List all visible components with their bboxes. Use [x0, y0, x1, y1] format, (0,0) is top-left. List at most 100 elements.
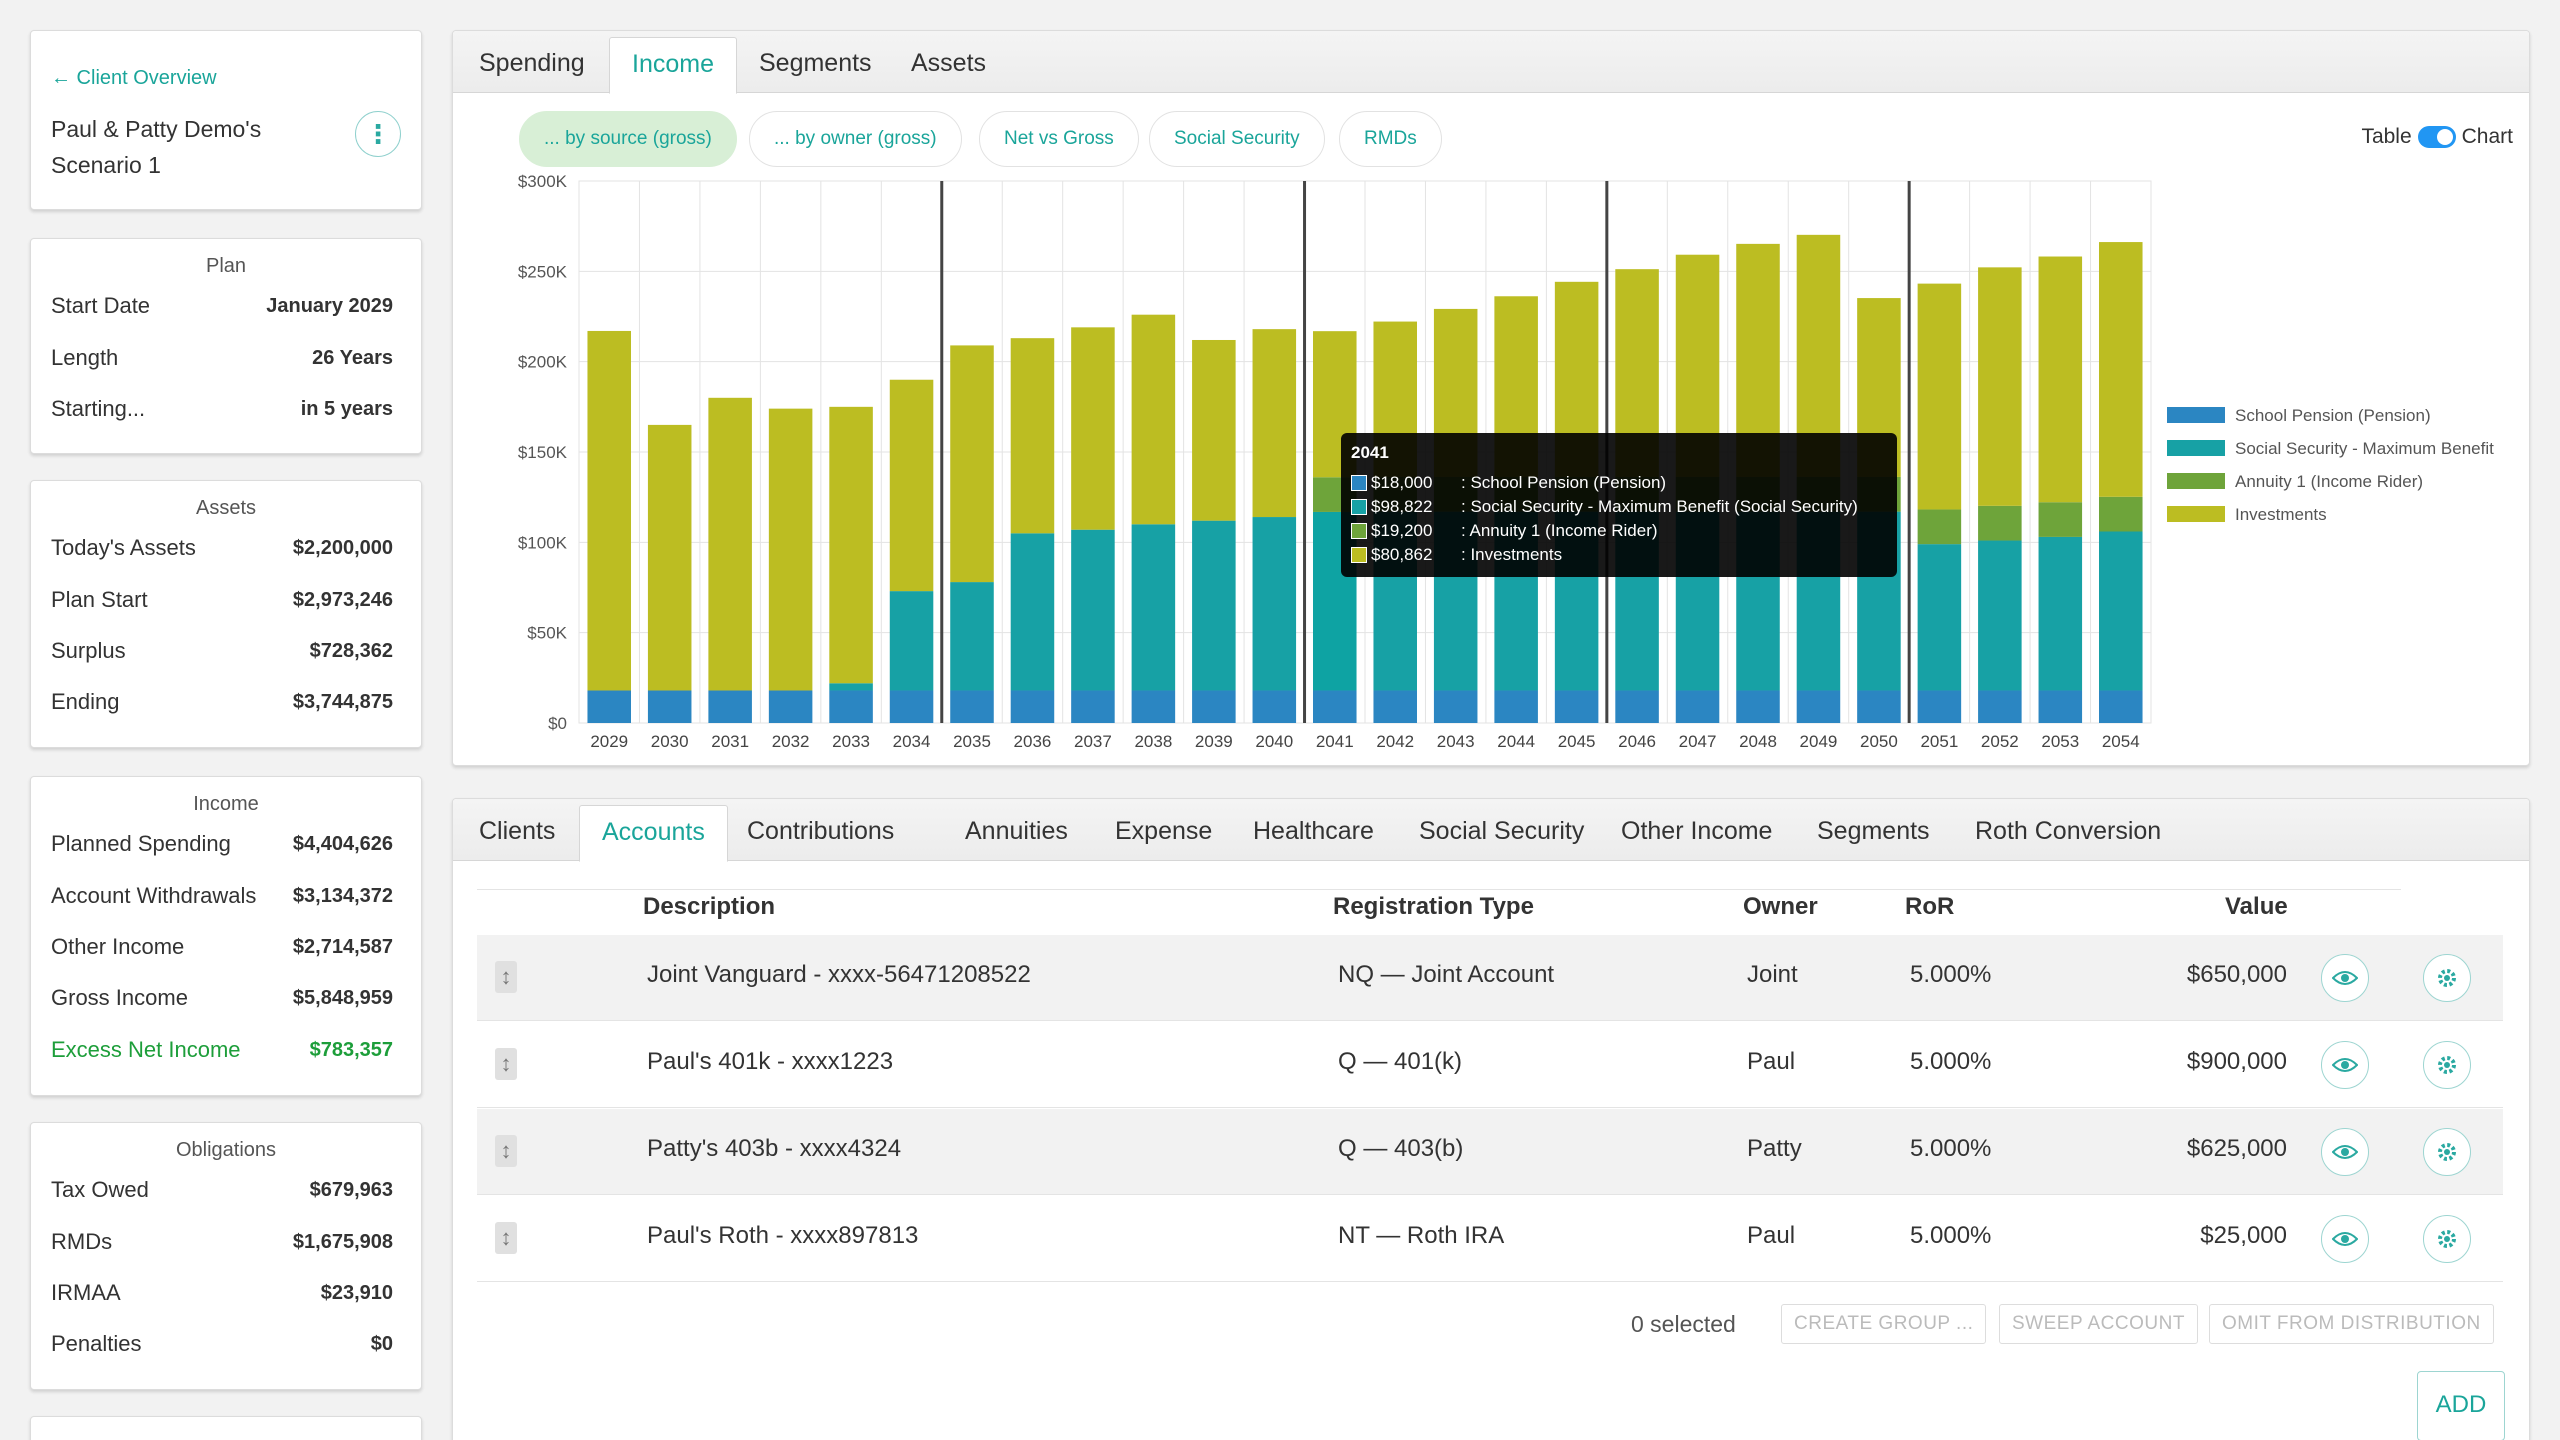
x-tick-label: 2049 — [1800, 732, 1838, 751]
stat-value: January 2029 — [266, 294, 393, 317]
col-description[interactable]: Description — [643, 893, 776, 920]
more-options-button[interactable]: ⋮ — [355, 111, 401, 157]
settings-gear-icon[interactable] — [2423, 1128, 2471, 1176]
col-ror[interactable]: RoR — [1905, 893, 1955, 920]
table-row[interactable]: ↕ Joint Vanguard - xxxx-56471208522 NQ —… — [477, 935, 2503, 1021]
col-value[interactable]: Value — [2225, 893, 2288, 920]
tab-social-security[interactable]: Social Security — [1419, 817, 1585, 845]
bar-segment — [950, 690, 994, 723]
tooltip-row: $98,822: Social Security - Maximum Benef… — [1351, 495, 1887, 519]
tab-spending[interactable]: Spending — [479, 49, 585, 77]
pill-net-vs-gross[interactable]: Net vs Gross — [979, 111, 1139, 167]
table-row[interactable]: ↕ Patty's 403b - xxxx4324 Q — 403(b) Pat… — [477, 1109, 2503, 1195]
income-chart: $0 $50K $100K $150K $200K $250K $300K 2029 2030 2… — [518, 172, 2494, 751]
client-overview-link[interactable]: ← Client Overview — [51, 67, 217, 89]
pill-by-owner[interactable]: ... by owner (gross) — [749, 111, 962, 167]
bar-segment — [708, 690, 752, 723]
table-row[interactable]: ↕ Paul's 401k - xxxx1223 Q — 401(k) Paul… — [477, 1022, 2503, 1108]
bar-segment — [1131, 524, 1176, 691]
col-owner[interactable]: Owner — [1743, 893, 1818, 920]
assets-row: Plan Start $2,973,246 — [51, 585, 393, 615]
tab-accounts[interactable]: Accounts — [579, 805, 728, 862]
table-row[interactable]: ↕ Paul's Roth - xxxx897813 NT — Roth IRA… — [477, 1196, 2503, 1282]
tab-annuities[interactable]: Annuities — [965, 817, 1068, 845]
settings-gear-icon[interactable] — [2423, 1215, 2471, 1263]
stat-label: Surplus — [51, 638, 126, 663]
pill-by-source[interactable]: ... by source (gross) — [519, 111, 737, 167]
bar-segment — [1615, 690, 1659, 723]
tooltip-label: : Social Security - Maximum Benefit (Soc… — [1461, 497, 1858, 516]
tooltip-label: : Annuity 1 (Income Rider) — [1461, 521, 1658, 540]
tab-segments[interactable]: Segments — [1817, 817, 1930, 845]
bar-segment — [1433, 690, 1478, 723]
stat-value: 26 Years — [312, 346, 393, 369]
bar-segment — [1736, 690, 1780, 723]
tab-roth-conversion[interactable]: Roth Conversion — [1975, 817, 2162, 845]
bar-segment — [1796, 690, 1841, 723]
settings-gear-icon[interactable] — [2423, 1041, 2471, 1089]
stat-value: in 5 years — [300, 397, 393, 420]
stat-value: $2,973,246 — [292, 588, 393, 611]
tooltip-row: $19,200: Annuity 1 (Income Rider) — [1351, 519, 1887, 543]
drag-handle-icon[interactable]: ↕ — [495, 1222, 517, 1254]
stat-label: Other Income — [51, 934, 185, 959]
tab-other-income[interactable]: Other Income — [1621, 817, 1773, 845]
pill-social-security[interactable]: Social Security — [1149, 111, 1325, 167]
drag-handle-icon[interactable]: ↕ — [495, 961, 517, 993]
view-eye-icon[interactable] — [2321, 954, 2369, 1002]
x-tick-label: 2046 — [1618, 732, 1656, 751]
sweep-account-button[interactable]: SWEEP ACCOUNT — [1999, 1304, 2198, 1344]
account-owner: Patty — [1747, 1135, 1802, 1162]
tab-healthcare[interactable]: Healthcare — [1253, 817, 1374, 845]
account-value: $900,000 — [2186, 1048, 2287, 1075]
account-ror: 5.000% — [1910, 1135, 1992, 1162]
add-account-button[interactable]: ADD — [2417, 1371, 2505, 1440]
y-tick-label: $200K — [518, 353, 568, 372]
bar-segment — [1554, 690, 1599, 723]
bar-segment — [2099, 690, 2143, 723]
pill-rmds[interactable]: RMDs — [1339, 111, 1442, 167]
bar-segment — [1917, 544, 1962, 691]
account-description: Paul's 401k - xxxx1223 — [647, 1048, 894, 1075]
tooltip-swatch — [1351, 499, 1367, 515]
stat-label: RMDs — [51, 1229, 113, 1254]
omit-distribution-button[interactable]: OMIT FROM DISTRIBUTION — [2209, 1304, 2494, 1344]
bar-segment — [1917, 509, 1962, 545]
income-title: Income — [193, 793, 259, 815]
bar-segment — [1978, 505, 2022, 541]
stat-label: Gross Income — [51, 985, 188, 1010]
view-eye-icon[interactable] — [2321, 1215, 2369, 1263]
y-tick-label: $0 — [548, 714, 567, 733]
x-tick-label: 2044 — [1497, 732, 1535, 751]
tab-segments[interactable]: Segments — [759, 49, 872, 77]
legend-swatch — [2167, 506, 2225, 522]
income-row: Excess Net Income $783,357 — [51, 1035, 393, 1065]
tab-assets[interactable]: Assets — [911, 49, 987, 77]
bar-segment — [829, 683, 873, 691]
col-registration[interactable]: Registration Type — [1333, 893, 1534, 920]
tab-clients[interactable]: Clients — [479, 817, 556, 845]
view-eye-icon[interactable] — [2321, 1128, 2369, 1176]
kebab-icon: ⋮ — [365, 118, 391, 149]
bar-segment — [889, 591, 934, 691]
tab-contributions[interactable]: Contributions — [747, 817, 895, 845]
x-tick-label: 2034 — [893, 732, 931, 751]
x-tick-label: 2039 — [1195, 732, 1233, 751]
drag-handle-icon[interactable]: ↕ — [495, 1048, 517, 1080]
bar-segment — [1917, 283, 1962, 510]
settings-gear-icon[interactable] — [2423, 954, 2471, 1002]
tab-income[interactable]: Income — [609, 37, 737, 94]
x-tick-label: 2040 — [1255, 732, 1293, 751]
table-top-rule — [477, 889, 2401, 890]
legend-label: School Pension (Pension) — [2235, 406, 2431, 425]
legend-swatch — [2167, 407, 2225, 423]
drag-handle-icon[interactable]: ↕ — [495, 1135, 517, 1167]
tooltip-row: $80,862: Investments — [1351, 543, 1887, 567]
tab-expense[interactable]: Expense — [1115, 817, 1213, 845]
bar-segment — [1857, 690, 1901, 723]
create-group-button[interactable]: CREATE GROUP ... — [1781, 1304, 1987, 1344]
view-switch[interactable] — [2417, 126, 2456, 148]
legend-label: Social Security - Maximum Benefit — [2235, 439, 2494, 458]
view-eye-icon[interactable] — [2321, 1041, 2369, 1089]
assets-row: Ending $3,744,875 — [51, 687, 393, 717]
